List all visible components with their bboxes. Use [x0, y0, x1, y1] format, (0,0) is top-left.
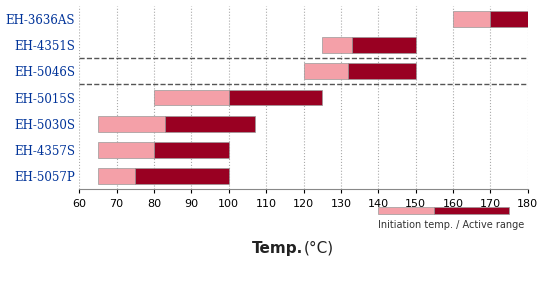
Bar [98, 142, 154, 158]
Bar [304, 63, 348, 79]
Bar [135, 168, 229, 184]
Bar [378, 206, 435, 214]
Bar [352, 37, 416, 53]
Bar [229, 90, 322, 106]
Bar [154, 142, 229, 158]
Text: Temp.: Temp. [252, 241, 304, 256]
Bar [453, 11, 491, 27]
Bar [98, 116, 165, 132]
Bar [435, 206, 509, 214]
Bar [322, 37, 352, 53]
Bar [348, 63, 416, 79]
Bar [98, 168, 135, 184]
Text: Initiation temp. / Active range: Initiation temp. / Active range [378, 221, 524, 231]
Text: (°C): (°C) [304, 241, 333, 256]
Bar [165, 116, 255, 132]
Bar [491, 11, 528, 27]
Bar [154, 90, 229, 106]
